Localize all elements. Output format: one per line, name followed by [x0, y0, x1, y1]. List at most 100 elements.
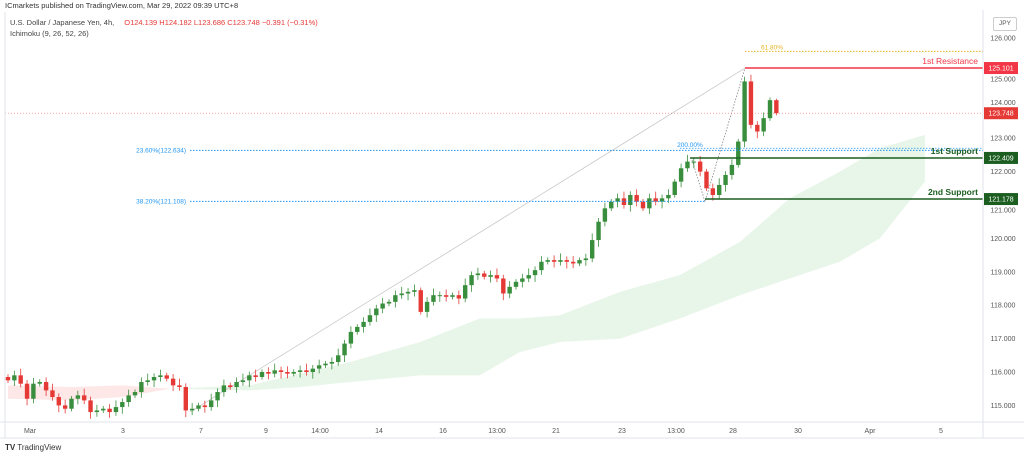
candle[interactable] [710, 183, 716, 201]
candle[interactable] [209, 393, 214, 411]
candle[interactable] [278, 366, 284, 379]
candle[interactable] [723, 171, 728, 192]
candle[interactable] [31, 378, 36, 404]
candle[interactable] [437, 291, 442, 302]
level-resistance-1[interactable]: 1st Resistance 125.101 [745, 56, 1018, 75]
level-fib-23.6[interactable]: 23.60%(122.634) [136, 147, 983, 154]
candle[interactable] [37, 379, 42, 387]
candle[interactable] [583, 253, 589, 266]
candle[interactable] [424, 297, 430, 318]
candle[interactable] [145, 373, 150, 386]
candle[interactable] [329, 357, 335, 370]
candle[interactable] [82, 388, 87, 405]
candle[interactable] [18, 368, 23, 388]
candle[interactable] [75, 390, 81, 405]
candle[interactable] [215, 388, 220, 408]
candle[interactable] [590, 233, 595, 263]
candle[interactable] [729, 159, 735, 180]
candle[interactable] [774, 98, 779, 116]
candle[interactable] [755, 121, 760, 139]
candle[interactable] [88, 396, 93, 419]
candle[interactable] [189, 403, 195, 416]
candle[interactable] [234, 377, 239, 393]
level-fib-200[interactable]: 200.00% [677, 142, 983, 149]
candle[interactable] [94, 404, 100, 417]
candle[interactable] [513, 279, 519, 290]
candle[interactable] [247, 371, 252, 388]
candle[interactable] [5, 374, 11, 384]
candle[interactable] [285, 366, 290, 379]
candle[interactable] [609, 198, 614, 212]
candle[interactable] [678, 163, 684, 188]
candle[interactable] [393, 290, 398, 308]
candle[interactable] [272, 363, 277, 378]
candle[interactable] [69, 396, 74, 412]
candle[interactable] [177, 378, 182, 391]
candle[interactable] [577, 257, 582, 267]
candle[interactable] [463, 278, 468, 303]
candle[interactable] [202, 400, 208, 413]
candle[interactable] [107, 404, 112, 418]
candle[interactable] [43, 377, 49, 397]
candle[interactable] [418, 287, 423, 315]
candle[interactable] [685, 154, 690, 172]
candle[interactable] [50, 383, 55, 401]
candle[interactable] [291, 369, 296, 377]
candle[interactable] [520, 273, 525, 288]
candle[interactable] [24, 380, 30, 406]
candle[interactable] [253, 369, 258, 382]
candle[interactable] [545, 257, 550, 265]
level-support-2[interactable]: 2nd Support 121.178 [705, 187, 1018, 206]
candle[interactable] [482, 270, 487, 280]
candle[interactable] [736, 138, 741, 168]
candle[interactable] [62, 399, 68, 414]
candle[interactable] [297, 365, 303, 378]
candle[interactable] [697, 155, 703, 177]
candle[interactable] [672, 178, 677, 198]
candle[interactable] [443, 289, 449, 302]
candle[interactable] [316, 359, 322, 374]
candle[interactable] [132, 389, 138, 399]
candle[interactable] [488, 270, 493, 283]
candle[interactable] [767, 97, 773, 121]
currency-badge[interactable]: JPY [993, 17, 1017, 31]
symbol-name[interactable]: U.S. Dollar / Japanese Yen, 4h, [10, 18, 115, 27]
candle[interactable] [501, 274, 506, 301]
candle[interactable] [748, 74, 754, 129]
candle[interactable] [666, 189, 671, 203]
candle[interactable] [494, 268, 500, 283]
candle[interactable] [412, 284, 417, 297]
candle[interactable] [469, 271, 474, 292]
candle[interactable] [310, 364, 315, 379]
candle[interactable] [456, 290, 462, 305]
candle[interactable] [342, 339, 347, 362]
candle[interactable] [615, 193, 620, 208]
candle[interactable] [151, 373, 157, 388]
candle[interactable] [717, 178, 722, 199]
candle[interactable] [564, 256, 569, 269]
candle[interactable] [158, 369, 163, 382]
candle[interactable] [450, 292, 455, 300]
candle[interactable] [304, 363, 309, 376]
candle[interactable] [348, 326, 354, 349]
candle[interactable] [570, 256, 576, 269]
candle[interactable] [621, 191, 627, 209]
candle[interactable] [139, 377, 144, 398]
candle[interactable] [228, 382, 233, 390]
candle[interactable] [386, 299, 392, 307]
candle[interactable] [431, 288, 436, 306]
candle[interactable] [602, 202, 608, 227]
fib-trend-line[interactable] [189, 67, 746, 413]
candle[interactable] [266, 367, 271, 380]
candle[interactable] [691, 157, 696, 169]
level-support-1[interactable]: 1st Support 122.409 [690, 146, 1018, 164]
candle[interactable] [647, 193, 652, 215]
level-fib-38.2[interactable]: 38.20%(121.108) [136, 198, 705, 205]
candle[interactable] [367, 308, 373, 326]
candle[interactable] [259, 369, 265, 380]
candle[interactable] [551, 255, 557, 268]
candle[interactable] [405, 288, 411, 301]
candle[interactable] [539, 256, 544, 275]
candle[interactable] [380, 297, 385, 314]
